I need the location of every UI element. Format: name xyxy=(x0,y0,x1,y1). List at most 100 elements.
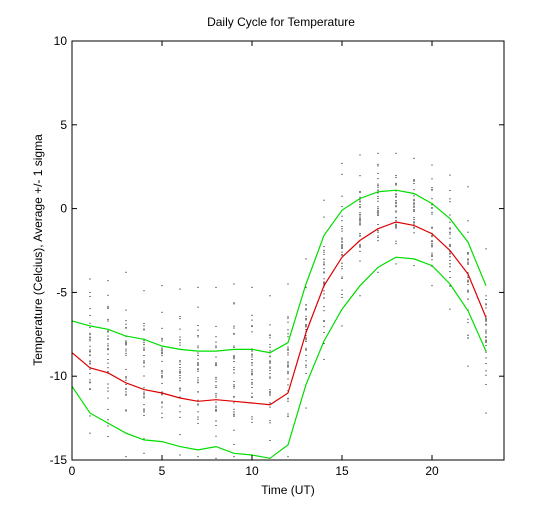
scatter-point xyxy=(233,395,235,397)
scatter-point xyxy=(179,288,181,290)
scatter-point xyxy=(287,336,289,338)
scatter-point xyxy=(467,290,469,292)
scatter-point xyxy=(359,207,361,209)
scatter-point xyxy=(449,201,451,203)
scatter-point xyxy=(323,261,325,263)
scatter-point xyxy=(143,396,145,398)
scatter-point xyxy=(215,392,217,394)
scatter-point xyxy=(467,231,469,233)
scatter-point xyxy=(359,223,361,225)
scatter-point xyxy=(125,326,127,328)
scatter-point xyxy=(395,182,397,184)
scatter-point xyxy=(179,380,181,382)
scatter-point xyxy=(233,369,235,371)
scatter-point xyxy=(287,349,289,351)
scatter-point xyxy=(305,309,307,311)
scatter-point xyxy=(467,284,469,286)
scatter-point xyxy=(197,336,199,338)
scatter-point xyxy=(179,405,181,407)
scatter-point xyxy=(233,356,235,358)
scatter-point xyxy=(431,254,433,256)
scatter-point xyxy=(395,217,397,219)
scatter-point xyxy=(107,307,109,309)
scatter-point xyxy=(125,387,127,389)
scatter-point xyxy=(359,222,361,224)
scatter-point xyxy=(233,357,235,359)
scatter-point xyxy=(395,219,397,221)
scatter-point xyxy=(395,183,397,185)
scatter-point xyxy=(485,329,487,331)
scatter-point xyxy=(269,406,271,408)
scatter-point xyxy=(197,306,199,308)
scatter-point xyxy=(287,390,289,392)
scatter-point xyxy=(359,220,361,222)
scatter-point xyxy=(215,435,217,437)
scatter-point xyxy=(395,174,397,176)
scatter-point xyxy=(233,333,235,335)
scatter-point xyxy=(341,268,343,270)
scatter-point xyxy=(323,321,325,323)
scatter-point xyxy=(89,355,91,357)
scatter-point xyxy=(143,349,145,351)
scatter-point xyxy=(287,366,289,368)
scatter-point xyxy=(125,350,127,352)
scatter-point xyxy=(107,362,109,364)
scatter-point xyxy=(287,370,289,372)
scatter-point xyxy=(161,347,163,349)
scatter-point xyxy=(431,187,433,189)
scatter-point xyxy=(125,410,127,412)
plot-area: 0 5 10 15 20 -15 -10 -5 0 5 10 xyxy=(50,34,505,478)
scatter-point xyxy=(323,272,325,274)
scatter-point xyxy=(359,175,361,177)
scatter-point xyxy=(125,271,127,273)
scatter-point xyxy=(107,343,109,345)
scatter-point xyxy=(341,265,343,267)
scatter-point xyxy=(143,323,145,325)
scatter-point xyxy=(377,163,379,165)
scatter-point xyxy=(179,390,181,392)
scatter-point xyxy=(485,336,487,338)
scatter-point xyxy=(323,293,325,295)
scatter-point xyxy=(287,384,289,386)
scatter-point xyxy=(377,185,379,187)
scatter-point xyxy=(179,336,181,338)
scatter-point xyxy=(359,217,361,219)
scatter-point xyxy=(89,368,91,370)
scatter-point xyxy=(485,319,487,321)
scatter-point xyxy=(431,204,433,206)
scatter-point xyxy=(377,211,379,213)
series-line-1 xyxy=(71,221,487,406)
scatter-point xyxy=(197,416,199,418)
scatter-point xyxy=(179,375,181,377)
scatter-point xyxy=(485,340,487,342)
scatter-point xyxy=(305,360,307,362)
scatter-point xyxy=(431,207,433,209)
scatter-point xyxy=(215,325,217,327)
scatter-point xyxy=(359,244,361,246)
x-tick-label: 20 xyxy=(425,464,439,478)
scatter-point xyxy=(179,315,181,317)
scatter-point xyxy=(143,347,145,349)
scatter-point xyxy=(125,327,127,329)
scatter-point xyxy=(215,362,217,364)
scatter-point xyxy=(161,372,163,374)
scatter-point xyxy=(467,280,469,282)
scatter-point xyxy=(215,394,217,396)
scatter-point xyxy=(161,351,163,353)
scatter-point xyxy=(431,188,433,190)
scatter-point xyxy=(233,372,235,374)
scatter-point xyxy=(215,363,217,365)
scatter-point xyxy=(305,258,307,260)
scatter-point xyxy=(323,326,325,328)
scatter-point xyxy=(431,244,433,246)
scatter-point xyxy=(197,355,199,357)
scatter-point xyxy=(485,374,487,376)
scatter-point xyxy=(377,236,379,238)
scatter-point xyxy=(251,326,253,328)
scatter-point xyxy=(305,329,307,331)
scatter-point xyxy=(233,414,235,416)
scatter-point xyxy=(107,338,109,340)
scatter-point xyxy=(233,408,235,410)
scatter-point xyxy=(395,190,397,192)
